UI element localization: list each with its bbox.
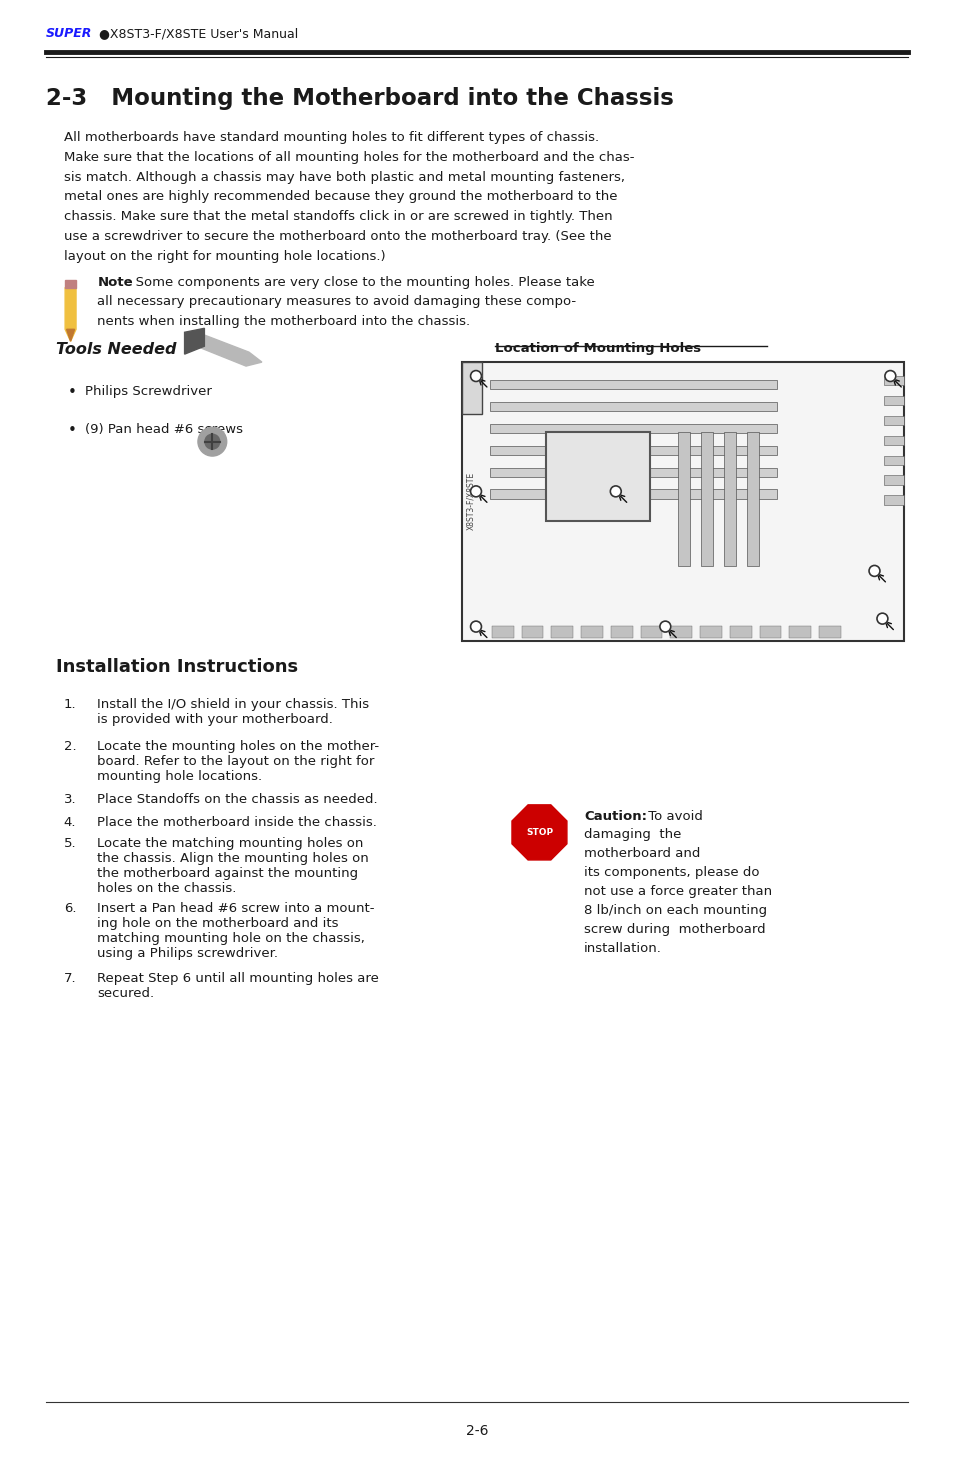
Text: Caution:: Caution: — [583, 809, 646, 822]
Text: layout on the right for mounting hole locations.): layout on the right for mounting hole lo… — [64, 249, 385, 262]
FancyBboxPatch shape — [639, 625, 661, 637]
FancyBboxPatch shape — [546, 432, 650, 521]
Text: Insert a Pan head #6 screw into a mount-
ing hole on the motherboard and its
mat: Insert a Pan head #6 screw into a mount-… — [97, 903, 375, 959]
Circle shape — [610, 486, 620, 497]
FancyBboxPatch shape — [883, 496, 903, 504]
Text: To avoid: To avoid — [643, 809, 701, 822]
Text: 2-3   Mounting the Motherboard into the Chassis: 2-3 Mounting the Motherboard into the Ch… — [46, 86, 673, 109]
FancyBboxPatch shape — [883, 376, 903, 385]
Text: Philips Screwdriver: Philips Screwdriver — [86, 385, 213, 398]
FancyBboxPatch shape — [461, 362, 903, 640]
FancyBboxPatch shape — [678, 432, 689, 566]
FancyBboxPatch shape — [883, 397, 903, 405]
FancyBboxPatch shape — [883, 455, 903, 465]
FancyBboxPatch shape — [746, 432, 758, 566]
FancyBboxPatch shape — [490, 446, 777, 455]
Text: : Some components are very close to the mounting holes. Please take: : Some components are very close to the … — [127, 276, 595, 289]
Text: 1.: 1. — [64, 698, 76, 712]
Text: •: • — [68, 385, 76, 399]
Text: All motherboards have standard mounting holes to fit different types of chassis.: All motherboards have standard mounting … — [64, 131, 598, 144]
FancyBboxPatch shape — [521, 625, 543, 637]
Text: ●X8ST3-F/X8STE User's Manual: ●X8ST3-F/X8STE User's Manual — [99, 26, 298, 39]
Text: 8 lb/inch on each mounting: 8 lb/inch on each mounting — [583, 904, 766, 917]
FancyBboxPatch shape — [490, 381, 777, 389]
FancyBboxPatch shape — [580, 625, 602, 637]
FancyBboxPatch shape — [492, 625, 513, 637]
FancyBboxPatch shape — [490, 468, 777, 477]
Text: 4.: 4. — [64, 815, 76, 828]
FancyBboxPatch shape — [490, 490, 777, 499]
Text: 2-6: 2-6 — [465, 1424, 488, 1438]
Circle shape — [470, 486, 481, 497]
FancyBboxPatch shape — [490, 402, 777, 411]
FancyBboxPatch shape — [461, 362, 481, 414]
Text: 7.: 7. — [64, 971, 76, 984]
Text: (9) Pan head #6 screws: (9) Pan head #6 screws — [86, 423, 243, 436]
FancyBboxPatch shape — [700, 432, 712, 566]
Text: Installation Instructions: Installation Instructions — [55, 659, 297, 677]
Text: Location of Mounting Holes: Location of Mounting Holes — [495, 343, 700, 356]
FancyBboxPatch shape — [729, 625, 751, 637]
Text: STOP: STOP — [525, 828, 553, 837]
Text: Locate the mounting holes on the mother-
board. Refer to the layout on the right: Locate the mounting holes on the mother-… — [97, 741, 379, 783]
Text: Place the motherboard inside the chassis.: Place the motherboard inside the chassis… — [97, 815, 376, 828]
FancyBboxPatch shape — [700, 625, 721, 637]
Text: Locate the matching mounting holes on
the chassis. Align the mounting holes on
t: Locate the matching mounting holes on th… — [97, 837, 369, 895]
Text: installation.: installation. — [583, 942, 661, 955]
FancyBboxPatch shape — [490, 424, 777, 433]
FancyBboxPatch shape — [788, 625, 810, 637]
Text: sis match. Although a chassis may have both plastic and metal mounting fasteners: sis match. Although a chassis may have b… — [64, 171, 624, 184]
Text: all necessary precautionary measures to avoid damaging these compo-: all necessary precautionary measures to … — [97, 296, 576, 308]
Text: Note: Note — [97, 276, 132, 289]
Circle shape — [205, 434, 219, 449]
Circle shape — [884, 370, 895, 382]
Polygon shape — [65, 280, 76, 287]
FancyBboxPatch shape — [723, 432, 735, 566]
Text: 3.: 3. — [64, 793, 76, 806]
Text: use a screwdriver to secure the motherboard onto the motherboard tray. (See the: use a screwdriver to secure the motherbo… — [64, 230, 611, 243]
Text: Place Standoffs on the chassis as needed.: Place Standoffs on the chassis as needed… — [97, 793, 377, 806]
Circle shape — [876, 614, 887, 624]
Text: motherboard and: motherboard and — [583, 847, 700, 860]
Circle shape — [868, 566, 879, 576]
FancyBboxPatch shape — [883, 416, 903, 426]
Text: its components, please do: its components, please do — [583, 866, 759, 879]
Text: screw during  motherboard: screw during motherboard — [583, 923, 765, 936]
Polygon shape — [67, 330, 74, 341]
Text: 5.: 5. — [64, 837, 76, 850]
Text: chassis. Make sure that the metal standoffs click in or are screwed in tightly. : chassis. Make sure that the metal stando… — [64, 210, 612, 223]
Circle shape — [198, 427, 227, 456]
Text: •: • — [68, 423, 76, 437]
FancyBboxPatch shape — [551, 625, 573, 637]
Polygon shape — [184, 328, 204, 354]
Text: SUPER: SUPER — [46, 26, 92, 39]
FancyBboxPatch shape — [670, 625, 691, 637]
FancyBboxPatch shape — [883, 475, 903, 486]
FancyBboxPatch shape — [759, 625, 781, 637]
Circle shape — [470, 621, 481, 633]
Text: Repeat Step 6 until all mounting holes are
secured.: Repeat Step 6 until all mounting holes a… — [97, 971, 379, 1000]
Text: X8ST3-F/X8STE: X8ST3-F/X8STE — [466, 472, 475, 531]
Text: Install the I/O shield in your chassis. This
is provided with your motherboard.: Install the I/O shield in your chassis. … — [97, 698, 369, 726]
Circle shape — [659, 621, 670, 633]
Text: 2.: 2. — [64, 741, 76, 752]
Polygon shape — [512, 805, 566, 860]
Text: Tools Needed: Tools Needed — [55, 343, 176, 357]
Text: not use a force greater than: not use a force greater than — [583, 885, 771, 898]
Text: damaging  the: damaging the — [583, 828, 680, 841]
Text: metal ones are highly recommended because they ground the motherboard to the: metal ones are highly recommended becaus… — [64, 191, 617, 204]
Circle shape — [470, 370, 481, 382]
Text: Make sure that the locations of all mounting holes for the motherboard and the c: Make sure that the locations of all moun… — [64, 152, 634, 165]
FancyBboxPatch shape — [610, 625, 632, 637]
FancyBboxPatch shape — [883, 436, 903, 445]
Text: 6.: 6. — [64, 903, 76, 916]
Polygon shape — [187, 334, 262, 366]
Text: nents when installing the motherboard into the chassis.: nents when installing the motherboard in… — [97, 315, 470, 328]
FancyBboxPatch shape — [818, 625, 840, 637]
Polygon shape — [65, 287, 76, 341]
